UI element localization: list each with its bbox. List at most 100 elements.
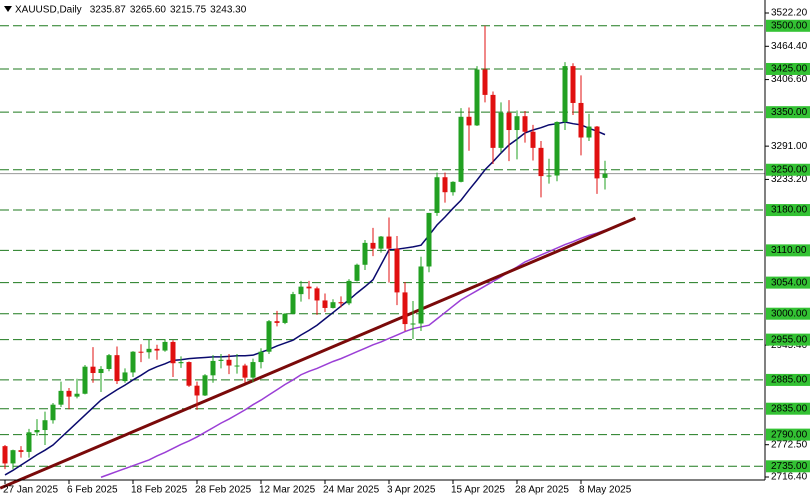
level-label: 3350.00 [771, 107, 808, 118]
candle-body [410, 323, 416, 325]
candle-body [346, 280, 352, 304]
level-label: 2885.00 [771, 375, 808, 386]
level-label: 2790.00 [771, 429, 808, 440]
lines-layer [0, 121, 636, 490]
candle-body [498, 112, 504, 148]
candle-body [434, 177, 440, 213]
y-tick-label: 3406.60 [771, 74, 808, 85]
candle-body [266, 321, 272, 352]
x-tick-label: 6 Feb 2025 [67, 485, 118, 496]
level-label: 3054.00 [771, 277, 808, 288]
candle-body [578, 102, 584, 138]
candle-body [426, 212, 432, 267]
candle-body [458, 116, 464, 182]
candle-body [506, 112, 512, 131]
candle-body [74, 393, 80, 397]
level-label-box [766, 373, 810, 386]
candle-body [354, 264, 360, 281]
candle-body [466, 116, 472, 126]
chart-title: XAUUSD,Daily [15, 5, 82, 16]
moving-average [4, 121, 606, 476]
level-label: 2955.00 [771, 334, 808, 345]
level-label: 3180.00 [771, 205, 808, 216]
candle-body [402, 292, 408, 325]
x-tick-label: 12 Mar 2025 [259, 485, 316, 496]
level-label: 2735.00 [771, 461, 808, 472]
candle-body [594, 126, 600, 179]
candle-body [138, 351, 144, 353]
level-label: 3250.00 [771, 164, 808, 175]
candle-body [482, 69, 488, 95]
candle-body [306, 286, 312, 289]
candle-body [154, 348, 160, 351]
candle-body [26, 432, 32, 452]
y-tick-label: 3522.20 [771, 8, 808, 19]
candle-body [274, 321, 280, 323]
level-label-box [766, 460, 810, 473]
candle-body [378, 236, 384, 249]
candle-body [298, 286, 304, 295]
candle-body [386, 236, 392, 249]
x-tick-label: 15 Apr 2025 [451, 485, 505, 496]
candle-body [194, 385, 200, 396]
candle-body [554, 121, 560, 176]
x-tick-label: 3 Apr 2025 [387, 485, 436, 496]
level-label-box [766, 106, 810, 119]
candle-body [106, 355, 112, 369]
header-value: 3243.30 [210, 5, 247, 16]
candle-body [338, 302, 344, 304]
candle-body [162, 341, 168, 351]
candle-body [314, 288, 320, 301]
candle-body [130, 351, 136, 373]
candle-body [234, 365, 240, 367]
candle-body [10, 450, 16, 464]
candle-body [546, 175, 552, 177]
candle-body [170, 341, 176, 364]
candle-body [218, 359, 224, 361]
candle-body [186, 362, 192, 386]
menu-triangle [4, 6, 12, 12]
candle-body [450, 181, 456, 193]
candle-body [490, 94, 496, 148]
x-tick-label: 18 Feb 2025 [131, 485, 188, 496]
level-label-box [766, 163, 810, 176]
y-tick-label: 3464.40 [771, 41, 808, 52]
level-label-box [766, 19, 810, 32]
x-tick-label: 28 Apr 2025 [515, 485, 569, 496]
candle-body [258, 351, 264, 363]
level-label-box [766, 428, 810, 441]
candle-body [114, 355, 120, 382]
candle-body [210, 360, 216, 376]
candle-body [202, 375, 208, 396]
candle-body [394, 248, 400, 293]
y-tick-label: 2716.40 [771, 472, 808, 483]
level-label: 3425.00 [771, 64, 808, 75]
candle-body [514, 116, 520, 131]
candle-body [474, 69, 480, 126]
candle-body [226, 359, 232, 366]
header-value: 3265.60 [130, 5, 167, 16]
level-label-box [766, 62, 810, 75]
candle-body [250, 362, 256, 378]
candle-body [562, 66, 568, 122]
level-label: 3000.00 [771, 308, 808, 319]
candle-body [178, 362, 184, 364]
candle-body [418, 266, 424, 324]
candle-body [538, 147, 544, 177]
x-tick-label: 28 Feb 2025 [195, 485, 252, 496]
level-label: 2835.00 [771, 403, 808, 414]
header-value: 3215.75 [170, 5, 207, 16]
x-tick-label: 27 Jan 2025 [3, 485, 58, 496]
candle-body [442, 177, 448, 193]
candle-body [98, 368, 104, 374]
trendline [0, 216, 636, 490]
candle-body [90, 366, 96, 374]
candle-body [322, 300, 328, 308]
y-tick-label: 3233.20 [771, 174, 808, 185]
level-label-box [766, 276, 810, 289]
candle-body [42, 420, 48, 431]
candles-layer [2, 25, 608, 470]
